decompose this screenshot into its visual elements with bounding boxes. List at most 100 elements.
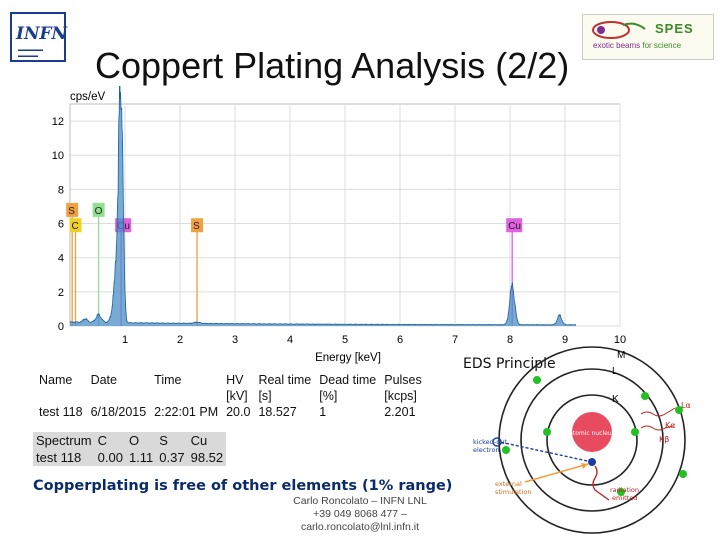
- x-tick-label: 8: [507, 334, 513, 346]
- y-tick-label: 12: [52, 116, 64, 128]
- unit-date: [87, 388, 151, 404]
- x-tick-label: 7: [452, 334, 458, 346]
- kicked-electron: [492, 437, 502, 447]
- chart-grid: [69, 103, 621, 327]
- electrons: [502, 376, 687, 496]
- ka-wave: [640, 425, 674, 431]
- cell-real-time: 18.527: [258, 405, 297, 419]
- cell-cu: 98.52: [190, 450, 224, 465]
- cell-s: 0.37: [159, 450, 185, 465]
- external-label-a: external: [495, 480, 522, 488]
- header-date: Date: [90, 373, 117, 387]
- footer-phone: +39 049 8068 477 –: [313, 508, 407, 520]
- spes-logo: SPES exotic beams for science: [582, 14, 714, 60]
- la-label: Lα: [681, 401, 691, 410]
- x-tick-label: 2: [177, 334, 183, 346]
- external-stimulation-arrow: [524, 463, 589, 483]
- marker-box: [92, 202, 105, 217]
- header-dead-time: Dead time: [319, 373, 377, 387]
- electron: [641, 392, 649, 400]
- x-tick-label: 5: [342, 334, 348, 346]
- shell-l-label: L: [612, 366, 618, 377]
- marker-label: C: [72, 221, 79, 232]
- unit-dead-time: [%]: [319, 389, 338, 403]
- unit-hv: [kV]: [226, 389, 248, 403]
- composition-table: Spectrum C O S Cu test 118 0.00 1.11 0.3…: [33, 432, 227, 466]
- electron: [502, 446, 510, 454]
- unit-real-time: [s]: [258, 389, 272, 403]
- table-row: Name Date Time HV Real time Dead time Pu…: [35, 372, 426, 388]
- unit-name: [35, 388, 87, 404]
- cell-spectrum: test 118: [36, 450, 82, 465]
- shell-m-label: M: [617, 350, 625, 361]
- cell-o: 1.11: [128, 450, 154, 465]
- footer-email: carlo.roncolato@lnl.infn.it: [300, 521, 420, 533]
- y-tick-label: 0: [58, 321, 64, 333]
- y-tick-label: 2: [58, 287, 64, 299]
- table-row: [kV] [s] [%] [kcps]: [35, 388, 426, 404]
- marker-label: S: [193, 221, 200, 232]
- radiation-wave: [592, 465, 610, 501]
- marker-box: [66, 202, 79, 217]
- header-s: S: [159, 433, 168, 448]
- electron: [675, 406, 683, 414]
- radiation-label-b: emitted: [612, 494, 637, 502]
- cell-pulses: 2.201: [384, 405, 416, 419]
- spes-logo-graphic: [592, 21, 646, 39]
- marker-box: [69, 218, 82, 233]
- electron: [631, 428, 639, 436]
- kicked-label-b: electron: [473, 446, 500, 454]
- cell-c: 0.00: [97, 450, 123, 465]
- marker-box: [191, 218, 204, 233]
- shell-m: [498, 346, 686, 534]
- spes-tagline: exotic beams for science: [593, 41, 682, 50]
- header-hv: HV: [226, 373, 244, 387]
- table-row: test 118 0.00 1.11 0.37 98.52: [33, 449, 226, 466]
- x-tick-label: 1: [122, 334, 128, 346]
- header-c: C: [97, 433, 108, 448]
- electron: [679, 470, 687, 478]
- radiation-label-a: radiation: [610, 486, 639, 494]
- unit-pulses: [kcps]: [384, 389, 417, 403]
- y-tick-label: 6: [58, 219, 64, 231]
- cell-date: 6/18/2015: [90, 405, 147, 419]
- page-title: Coppert Plating Analysis (2/2): [95, 45, 570, 86]
- atomic-nucleus: [572, 412, 612, 452]
- y-tick-label: 10: [52, 150, 64, 162]
- arrow-head: [581, 463, 588, 469]
- cell-dead-time: 1: [319, 405, 327, 419]
- y-tick-label: 8: [58, 184, 64, 196]
- x-tick-label: 3: [232, 334, 238, 346]
- kb-label: Kβ: [659, 435, 669, 444]
- x-tick-label: 4: [287, 334, 293, 346]
- chart-markers: SOCCuSCu: [66, 202, 523, 326]
- electron: [543, 428, 551, 436]
- header-name: Name: [39, 373, 73, 387]
- la-wave: [640, 407, 676, 417]
- measurement-info-table: Name Date Time HV Real time Dead time Pu…: [35, 372, 426, 420]
- electron: [533, 376, 541, 384]
- x-tick-label: 10: [614, 334, 626, 346]
- header-time: Time: [154, 373, 182, 387]
- cell-time: 2:22:01 PM: [154, 405, 219, 419]
- header-cu: Cu: [190, 433, 208, 448]
- infn-logo-text: INFN: [16, 24, 68, 44]
- electron: [617, 488, 625, 496]
- table-row: test 118 6/18/2015 2:22:01 PM 20.0 18.52…: [35, 404, 426, 420]
- eds-atom-diagram: atomic nucleus M L K kicked-out electron…: [473, 346, 691, 534]
- marker-label: O: [95, 206, 103, 217]
- header-o: O: [128, 433, 140, 448]
- nucleus-label: atomic nucleus: [569, 430, 615, 437]
- x-tick-label: 6: [397, 334, 403, 346]
- spectrum-line: [69, 86, 577, 326]
- external-label-b: stimulation: [495, 488, 531, 496]
- marker-label: S: [68, 206, 75, 217]
- infn-logo: INFN ▬▬▬▬▬ ▬▬▬▬: [10, 12, 68, 62]
- cell-hv: 20.0: [226, 405, 251, 419]
- infn-logo-lines: ▬▬▬▬▬ ▬▬▬▬: [18, 47, 43, 59]
- header-real-time: Real time: [258, 373, 312, 387]
- y-tick-label: 4: [58, 253, 64, 265]
- unit-time: [150, 388, 222, 404]
